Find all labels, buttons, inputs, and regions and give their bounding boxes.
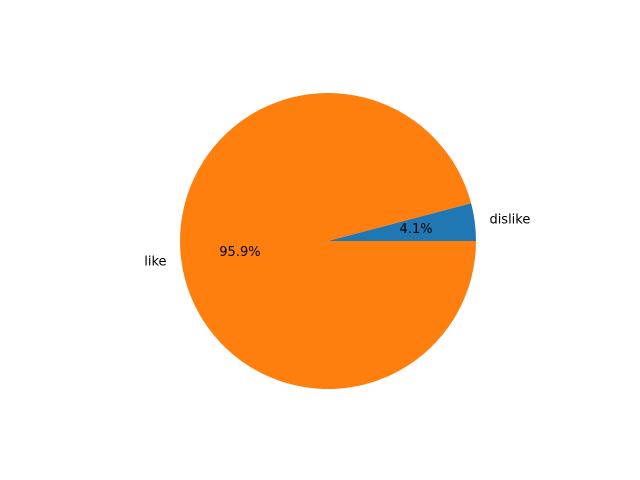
- pie-labels: dislike 4.1% like 95.9%: [144, 213, 530, 270]
- slice-percent-like: 95.9%: [219, 245, 260, 260]
- slice-label-dislike: dislike: [489, 213, 530, 228]
- slice-label-like: like: [144, 254, 166, 269]
- pie-slice-dislike: [328, 203, 476, 241]
- slice-percent-dislike: 4.1%: [400, 222, 433, 237]
- pie-slices: [180, 93, 476, 390]
- pie-slice-like: [180, 93, 476, 390]
